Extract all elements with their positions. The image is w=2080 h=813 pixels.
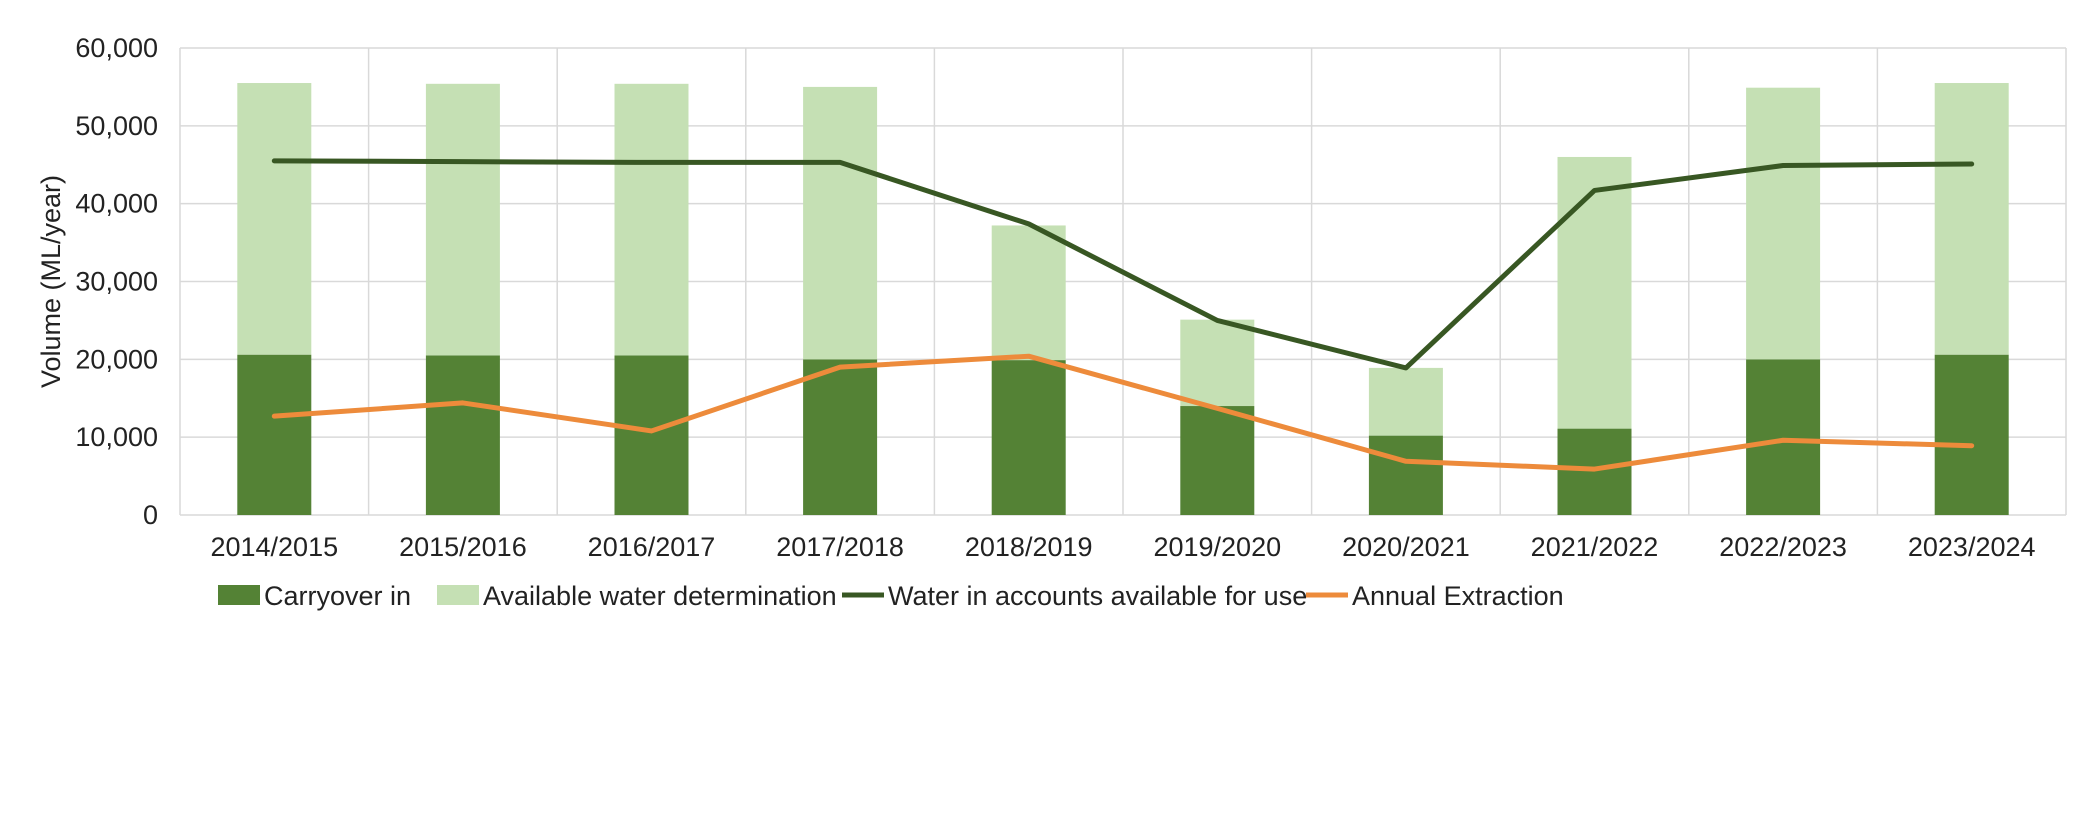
legend-water-in-accounts: Water in accounts available for use: [842, 581, 1307, 611]
bar-available-water-determination: [803, 86, 878, 360]
bar-available-water-determination: [1934, 83, 2009, 355]
bar-available-water-determination: [1180, 319, 1255, 407]
bar-available-water-determination: [425, 83, 500, 356]
bar-carryover-in: [1180, 406, 1255, 515]
y-tick-label: 30,000: [75, 267, 158, 297]
x-tick-label: 2016/2017: [588, 532, 716, 562]
x-tick-label: 2022/2023: [1719, 532, 1847, 562]
x-axis: 2014/2015 2015/2016 2016/2017 2017/2018 2018…: [210, 532, 2035, 562]
bars-layer: [237, 83, 2009, 515]
x-tick-label: 2021/2022: [1531, 532, 1659, 562]
legend-label: Carryover in: [264, 581, 411, 611]
y-tick-label: 60,000: [75, 33, 158, 63]
bar-available-water-determination: [1368, 367, 1443, 436]
y-tick-label: 40,000: [75, 189, 158, 219]
x-tick-label: 2019/2020: [1153, 532, 1281, 562]
legend-label: Water in accounts available for use: [888, 581, 1307, 611]
bar-carryover-in: [1746, 359, 1821, 515]
legend-carryover-in: Carryover in: [218, 581, 411, 611]
bar-carryover-in: [1368, 435, 1443, 515]
y-tick-label: 20,000: [75, 344, 158, 374]
legend-label: Annual Extraction: [1352, 581, 1564, 611]
y-tick-label: 0: [143, 500, 158, 530]
bar-carryover-in: [991, 360, 1066, 515]
x-tick-label: 2014/2015: [210, 532, 338, 562]
bar-carryover-in: [425, 355, 500, 515]
bar-carryover-in: [1934, 354, 2009, 515]
legend-label: Available water determination: [483, 581, 837, 611]
bar-available-water-determination: [991, 225, 1066, 361]
bar-available-water-determination: [614, 83, 689, 356]
bar-available-water-determination: [1557, 156, 1632, 429]
bar-carryover-in: [614, 355, 689, 515]
x-tick-label: 2015/2016: [399, 532, 527, 562]
x-tick-label: 2018/2019: [965, 532, 1093, 562]
x-tick-label: 2023/2024: [1908, 532, 2036, 562]
bar-carryover-in: [803, 359, 878, 515]
y-tick-label: 50,000: [75, 111, 158, 141]
bar-carryover-in: [237, 354, 312, 515]
legend-annual-extraction: Annual Extraction: [1306, 581, 1564, 611]
y-axis-title: Volume (ML/year): [36, 175, 66, 388]
y-axis: 0 10,000 20,000 30,000 40,000 50,000 60,000: [75, 33, 158, 530]
lines-layer: [271, 158, 1975, 472]
legend: Carryover in Available water determinatio…: [218, 581, 1564, 611]
legend-swatch: [437, 585, 479, 605]
legend-available-water-determination: Available water determination: [437, 581, 837, 611]
y-tick-label: 10,000: [75, 422, 158, 452]
line-water-in-accounts: [271, 158, 1975, 371]
bar-available-water-determination: [1746, 87, 1821, 360]
bar-available-water-determination: [237, 83, 312, 355]
bar-carryover-in: [1557, 428, 1632, 515]
x-tick-label: 2020/2021: [1342, 532, 1470, 562]
legend-swatch: [218, 585, 260, 605]
line-annual-extraction: [271, 353, 1975, 472]
x-tick-label: 2017/2018: [776, 532, 904, 562]
